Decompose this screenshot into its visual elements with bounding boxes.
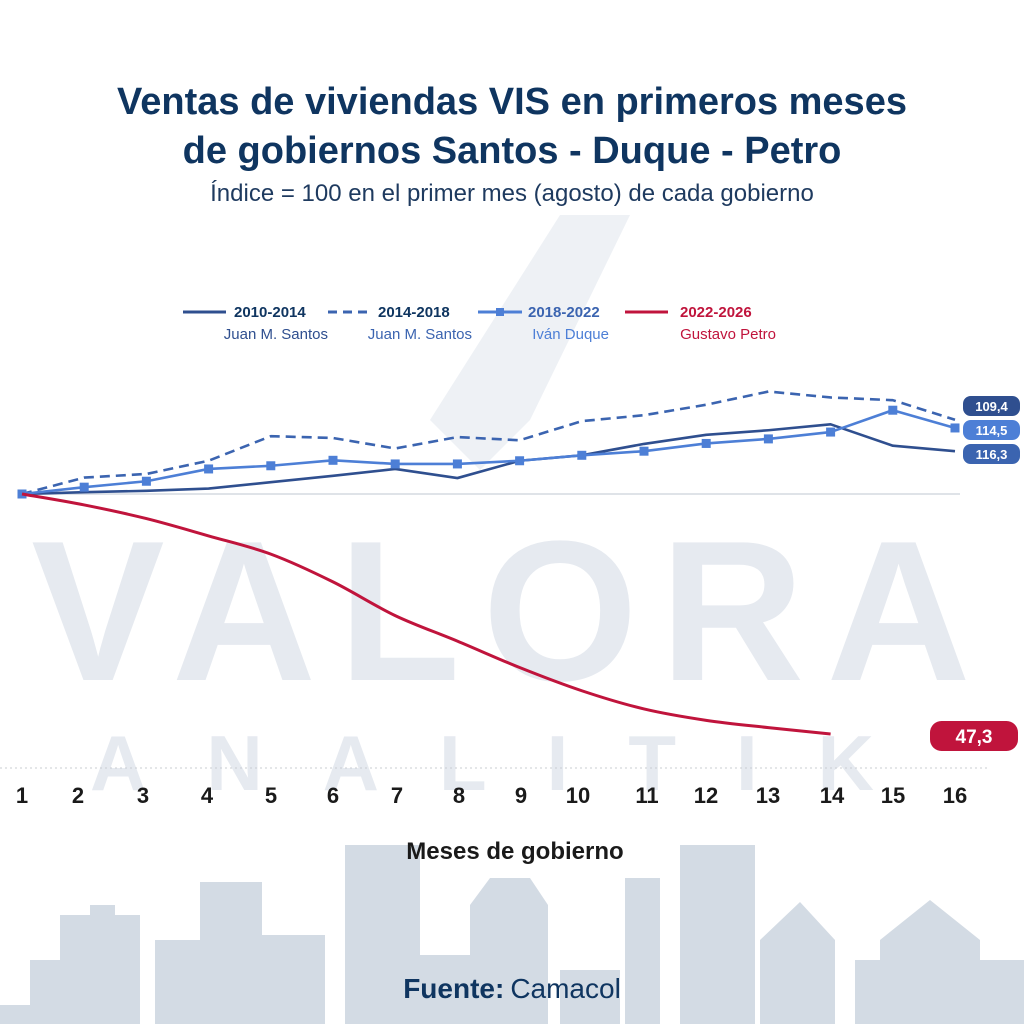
series-2022-2026: [21, 492, 831, 736]
series-line-2014-2018: [21, 390, 956, 496]
background-layer: VALORA ANALITIK: [0, 215, 1024, 1024]
end-label-2014-2018: 116,3: [963, 444, 1020, 464]
x-tick-9: 9: [515, 783, 527, 808]
legend-label-2010-2014: 2010-2014: [234, 304, 306, 321]
series-2014-2018: [21, 390, 956, 496]
legend-label-2022-2026: 2022-2026: [680, 304, 752, 321]
end-label-text-2010-2014: 109,4: [975, 399, 1008, 414]
point-2018-2022-m11: [639, 446, 649, 456]
point-2018-2022-m16: [950, 423, 960, 433]
x-tick-4: 4: [201, 783, 214, 808]
point-2018-2022-m10: [577, 450, 587, 460]
x-tick-15: 15: [881, 783, 905, 808]
x-axis-title: Meses de gobierno: [406, 838, 623, 865]
x-tick-10: 10: [566, 783, 590, 808]
x-tick-7: 7: [391, 783, 403, 808]
x-tick-5: 5: [265, 783, 277, 808]
legend-marker-2018-2022: [496, 308, 504, 316]
point-2018-2022-m6: [328, 455, 338, 465]
legend-sublabel-2014-2018: Juan M. Santos: [368, 326, 472, 343]
x-tick-3: 3: [137, 783, 149, 808]
series-2010-2014: [21, 423, 956, 496]
point-2018-2022-m5: [266, 461, 276, 471]
legend-item-2010-2014: 2010-2014 Juan M. Santos: [183, 304, 328, 343]
series-line-2018-2022: [21, 408, 956, 496]
end-label-2018-2022: 114,5: [963, 420, 1020, 440]
source-note: Fuente: Camacol: [403, 973, 621, 1004]
end-label-layer: 109,4 116,3 114,5 47,3: [930, 396, 1020, 751]
x-tick-2: 2: [72, 783, 84, 808]
point-2018-2022-m15: [888, 405, 898, 415]
chart-title-line-2: de gobiernos Santos - Duque - Petro: [183, 130, 842, 172]
end-label-text-2022-2026: 47,3: [956, 727, 993, 748]
chart-title-line-1: Ventas de viviendas VIS en primeros mese…: [117, 81, 907, 123]
point-2018-2022-m8: [452, 459, 462, 469]
x-axis-ticks: 1 2 3 4 5 6 7 8 9 10 11 12 13 14 15 16: [16, 783, 967, 808]
point-2018-2022-m2: [79, 482, 89, 492]
watermark-main-text: VALORA: [31, 500, 993, 723]
legend-item-2018-2022: 2018-2022 Iván Duque: [478, 304, 609, 343]
legend-sublabel-2018-2022: Iván Duque: [532, 326, 609, 343]
series-line-2010-2014: [21, 423, 956, 496]
x-tick-1: 1: [16, 783, 28, 808]
legend-item-2014-2018: 2014-2018 Juan M. Santos: [328, 304, 472, 343]
x-tick-6: 6: [327, 783, 339, 808]
point-2018-2022-m13: [763, 434, 773, 444]
source-value: Camacol: [510, 973, 620, 1004]
point-2018-2022-m3: [141, 476, 151, 486]
series-layer: [17, 390, 960, 736]
legend-label-2014-2018: 2014-2018: [378, 304, 450, 321]
x-tick-13: 13: [756, 783, 780, 808]
end-label-text-2014-2018: 116,3: [976, 447, 1008, 462]
chart-subtitle: Índice = 100 en el primer mes (agosto) d…: [210, 180, 814, 207]
end-label-badge-2018-2022: [963, 420, 1020, 440]
point-2018-2022-m9: [515, 456, 525, 466]
watermark-wing-shape: [430, 215, 630, 470]
x-tick-11: 11: [635, 783, 658, 808]
x-tick-8: 8: [453, 783, 465, 808]
end-label-2010-2014: 109,4: [963, 396, 1020, 416]
point-2018-2022-m12: [701, 438, 711, 448]
legend: 2010-2014 Juan M. Santos 2014-2018 Juan …: [183, 304, 776, 343]
point-2018-2022-m7: [390, 459, 400, 469]
source-label: Fuente:: [403, 973, 504, 1004]
end-label-text-2018-2022: 114,5: [976, 423, 1008, 438]
legend-sublabel-2022-2026: Gustavo Petro: [680, 326, 776, 343]
legend-sublabel-2010-2014: Juan M. Santos: [224, 326, 328, 343]
source-text: Fuente: Camacol: [403, 973, 621, 1004]
point-2018-2022-m4: [204, 464, 214, 474]
end-label-badge-2014-2018: [963, 444, 1020, 464]
point-2018-2022-m14: [826, 427, 836, 437]
end-label-badge-2022-2026: [930, 721, 1018, 751]
x-tick-14: 14: [820, 783, 845, 808]
x-tick-16: 16: [943, 783, 967, 808]
series-line-2022-2026: [21, 492, 831, 736]
end-label-2022-2026: 47,3: [930, 721, 1018, 751]
city-skyline-icon: [0, 845, 1024, 1024]
legend-item-2022-2026: 2022-2026 Gustavo Petro: [625, 304, 776, 343]
watermark-sub-text: ANALITIK: [90, 719, 934, 807]
x-tick-12: 12: [694, 783, 718, 808]
legend-label-2018-2022: 2018-2022: [528, 304, 600, 321]
end-label-badge-2010-2014: [963, 396, 1020, 416]
